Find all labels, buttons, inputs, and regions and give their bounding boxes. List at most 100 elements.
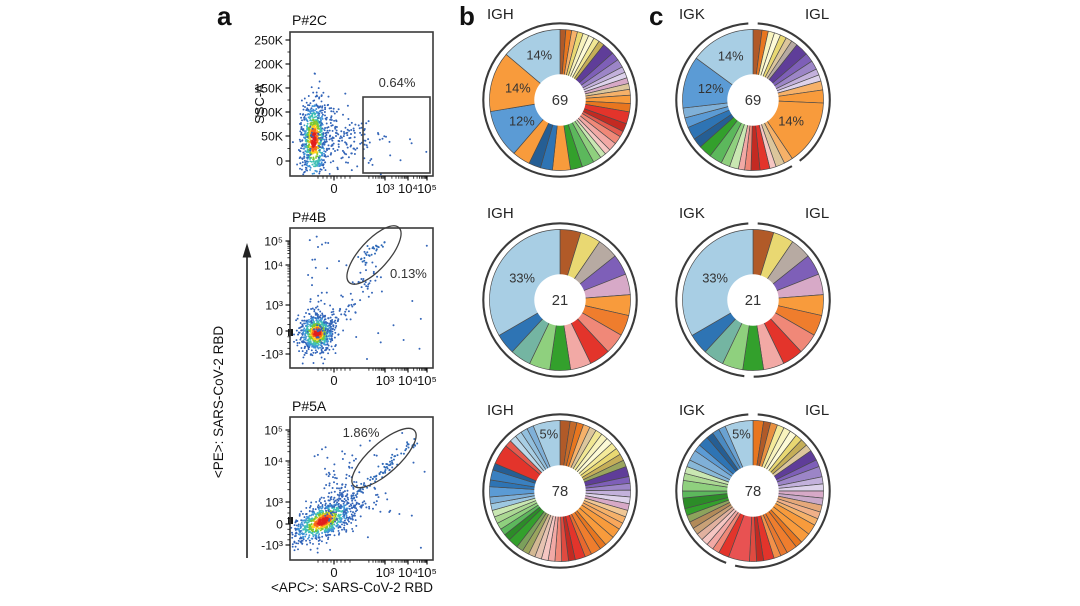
y-axis-tick-label: 10⁵ (264, 423, 283, 437)
pie-ring-arc-igl (753, 222, 831, 378)
flow-plot-title: P#2C (292, 12, 327, 28)
y-axis-tick-label: 10³ (265, 298, 283, 312)
pie-percent-label: 33% (702, 270, 728, 285)
scatter-points (290, 432, 426, 554)
y-axis-tick-label: -10³ (261, 347, 283, 361)
pie-igk-igl-row1: 69 14% 12% 14% (672, 19, 834, 181)
panel-label-a: a (217, 1, 232, 31)
flow-plot-frame (289, 416, 434, 561)
pie-outer-ring (482, 222, 638, 378)
y-axis-tick-label: 50K (261, 129, 284, 143)
y-axis-arrow-head (242, 243, 252, 258)
pie-ring-arc-igk (675, 413, 749, 564)
igh-label-row3: IGH (487, 402, 514, 419)
gate-percentage-label: 1.86% (343, 425, 380, 440)
pie-percent-label: 5% (732, 427, 751, 442)
flow-plot-title: P#5A (292, 398, 327, 414)
y-axis-tick-label: 10⁴ (264, 454, 283, 468)
pie-center-hole (534, 465, 586, 517)
y-axis-tick-label: 10³ (265, 495, 283, 509)
pie-center-count: 69 (552, 93, 568, 109)
x-axis-tick-label: 10³ (376, 181, 395, 196)
pie-igh-row3: 78 5% (479, 410, 641, 572)
pie-center-hole (534, 74, 586, 126)
x-axis-tick-label: 10⁴ (398, 565, 418, 580)
panel-label-b: b (459, 1, 475, 31)
igk-label-row1: IGK (679, 6, 705, 23)
y-axis-tick-label: 0 (276, 324, 283, 338)
pie-svg: 21 33% (482, 222, 638, 378)
apc-axis-label: <APC>: SARS-CoV-2 RBD (271, 580, 433, 595)
pie-center-count: 21 (745, 293, 761, 309)
pie-ring-arc-igl (757, 22, 831, 162)
pie-center-hole (727, 274, 779, 326)
ssc-a-axis-label: SSC-A (252, 84, 267, 124)
igh-label-row1: IGH (487, 6, 514, 23)
panel-label-c: c (649, 1, 664, 31)
x-axis-tick-label: 10⁵ (417, 373, 437, 388)
x-axis-tick-label: 10³ (376, 373, 395, 388)
igl-label-row2: IGL (805, 205, 830, 222)
x-axis-tick-label: 10⁵ (417, 565, 437, 580)
pie-percent-label: 14% (505, 81, 531, 96)
y-axis-tick-label: 10⁴ (264, 258, 283, 272)
pe-axis-label: <PE>: SARS-CoV-2 RBD (211, 326, 226, 479)
pie-center-count: 78 (552, 484, 568, 500)
pie-center-hole (534, 274, 586, 326)
x-axis-tick-label: 0 (330, 181, 337, 196)
pie-svg: 69 12% 14% 14% (482, 22, 638, 178)
x-axis-tick-label: 0 (330, 565, 337, 580)
pie-ring-arc-igk (675, 22, 793, 178)
flow-gate-rect (362, 96, 431, 174)
pie-center-count: 69 (745, 93, 761, 109)
pie-percent-label: 14% (718, 48, 744, 63)
y-axis-tick-label: 0 (276, 154, 283, 168)
pie-outer-ring (482, 413, 638, 569)
pie-percent-label: 14% (526, 48, 552, 63)
flow-gate-ellipse (346, 225, 402, 285)
y-axis-tick-label: 200K (254, 57, 284, 71)
igk-label-row3: IGK (679, 402, 705, 419)
pie-center-hole (727, 74, 779, 126)
flow-plot-P#2C: 0.64% P#2C 250K 200K 150K 100K 50K 0 0 10³ 10⁴ 10⁵ (254, 12, 437, 196)
pie-center-count: 78 (745, 484, 761, 500)
flow-plot-title: P#4B (292, 209, 326, 225)
pie-percent-label: 5% (540, 427, 559, 442)
y-axis-tick-label: -10³ (261, 538, 283, 552)
x-axis-tick-label: 0 (330, 373, 337, 388)
pie-percent-label: 33% (509, 270, 535, 285)
pie-center-hole (727, 465, 779, 517)
y-axis-tick-label: 0 (276, 517, 283, 531)
gate-percentage-label: 0.64% (379, 75, 416, 90)
x-axis-tick-label: 10³ (376, 565, 395, 580)
pie-svg: 78 5% (482, 413, 638, 569)
shared-axes: SSC-A <PE>: SARS-CoV-2 RBD <APC>: SARS-CoV… (211, 84, 433, 595)
x-axis-tick-label: 10⁵ (417, 181, 437, 196)
y-axis-tick-label: 100K (254, 105, 284, 119)
pie-ring-arc-igl (734, 413, 831, 569)
flow-gate-ellipse (351, 427, 417, 489)
x-axis-tick-label: 10⁴ (398, 373, 418, 388)
gate-percentage-label: 0.13% (390, 266, 427, 281)
pie-center-count: 21 (552, 293, 568, 309)
y-axis-tick-label: 150K (254, 81, 284, 95)
pie-svg: 69 14% 12% 14% (675, 22, 831, 178)
pie-ring-arc-igk (675, 222, 749, 378)
y-axis-tick-label: 250K (254, 33, 284, 47)
pie-percent-label: 12% (698, 81, 724, 96)
igl-label-row3: IGL (805, 402, 830, 419)
igl-label-row1: IGL (805, 6, 830, 23)
pie-outer-ring (482, 22, 638, 178)
pie-igk-igl-row2: 21 33% (672, 219, 834, 381)
pie-svg: 21 33% (675, 222, 831, 378)
flow-plot-frame (289, 227, 434, 369)
igk-label-row2: IGK (679, 205, 705, 222)
igh-label-row2: IGH (487, 205, 514, 222)
flow-plot-frame (289, 31, 434, 177)
pie-igh-row1: 69 12% 14% 14% (479, 19, 641, 181)
pie-percent-label: 12% (509, 114, 535, 129)
